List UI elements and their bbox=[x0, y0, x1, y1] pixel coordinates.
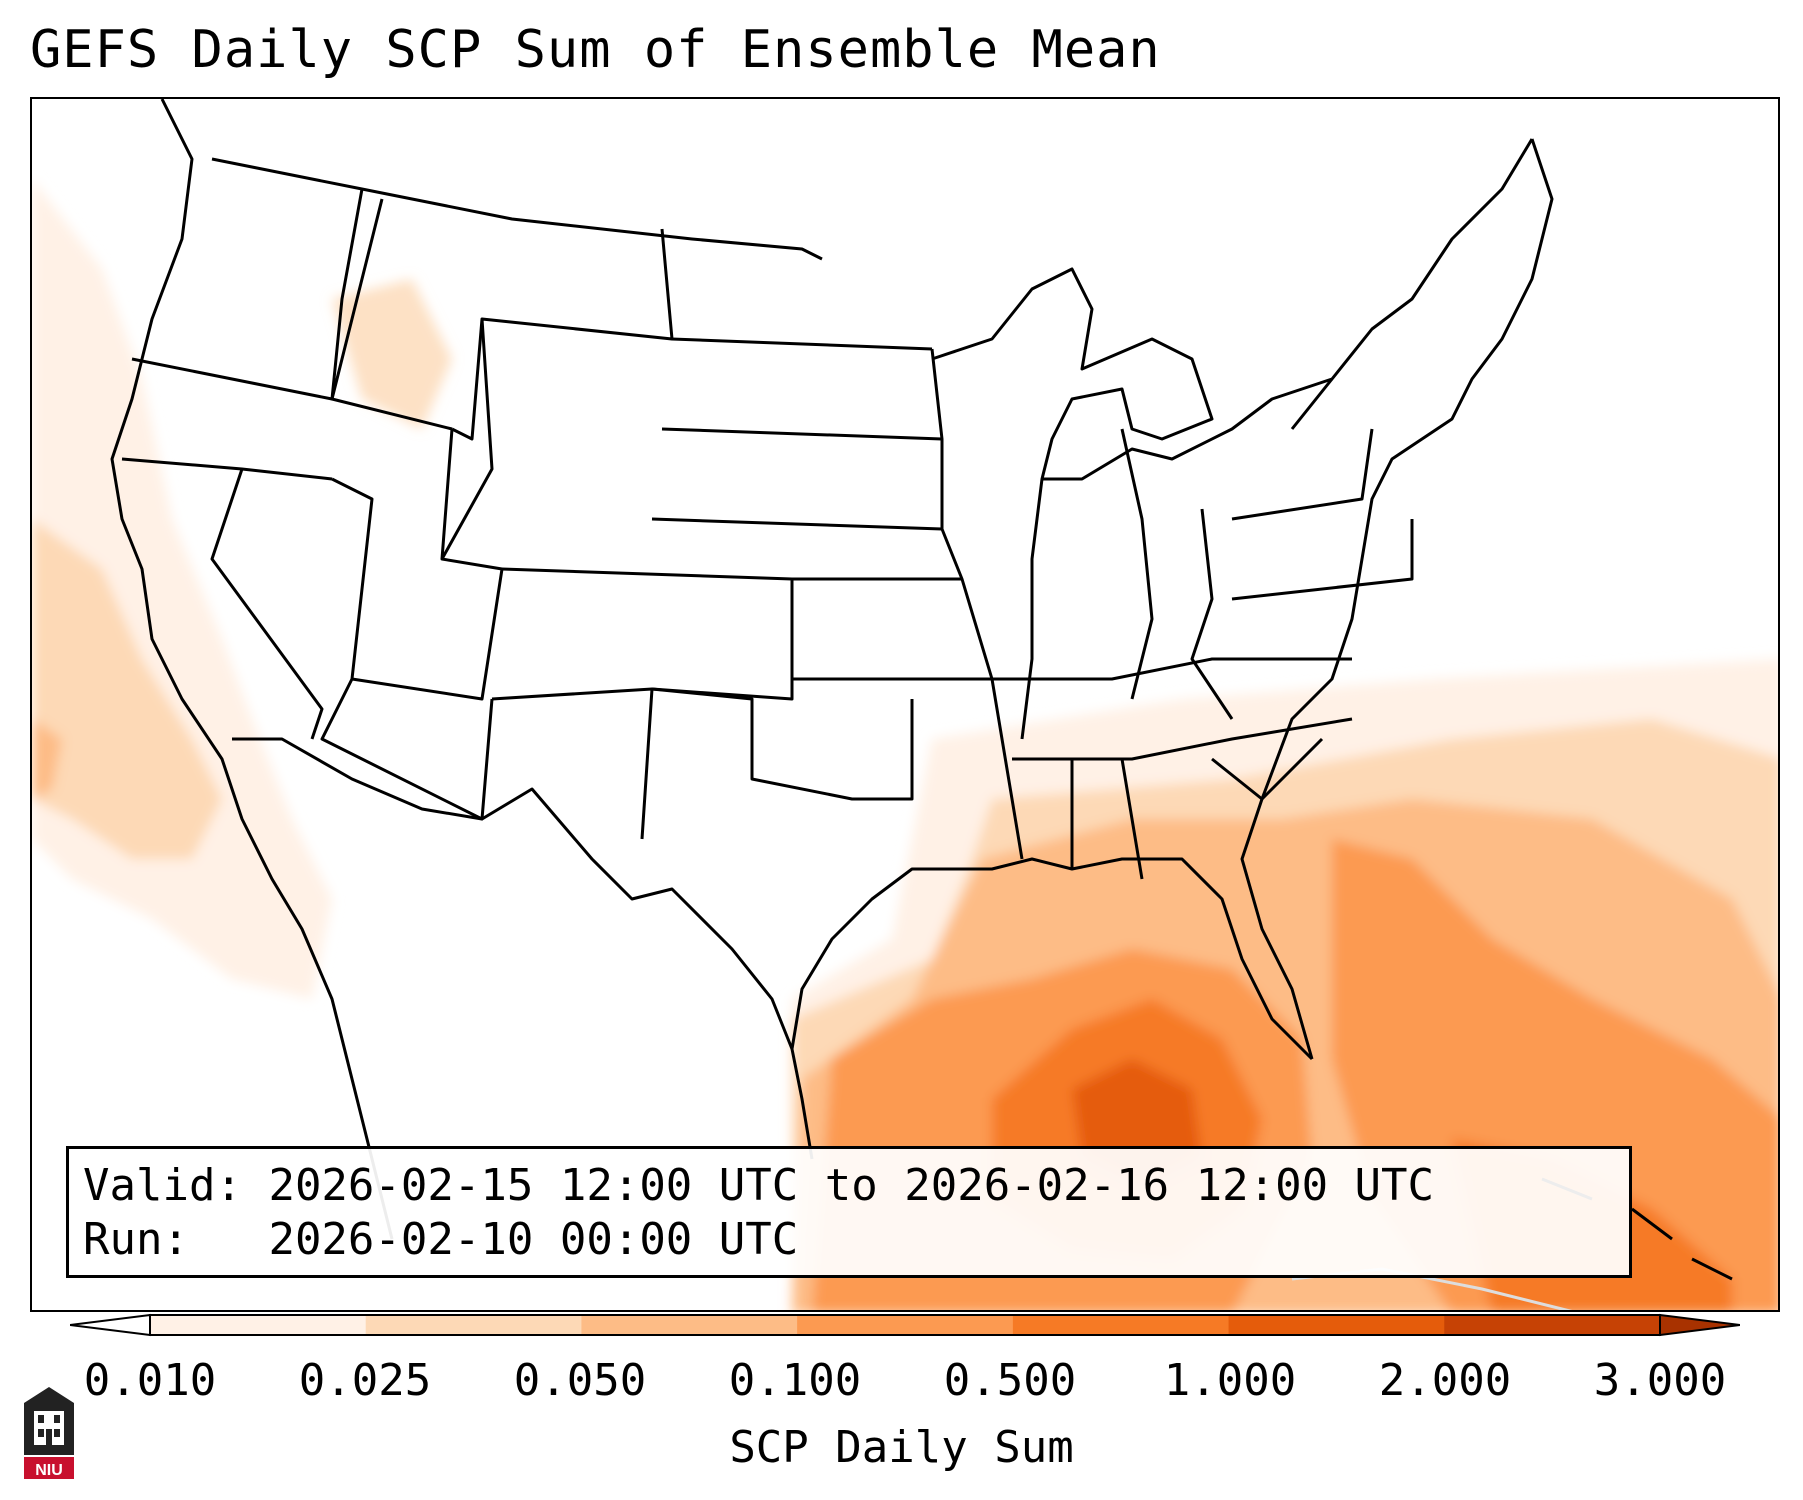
tick-label: 2.000 bbox=[1378, 1355, 1512, 1406]
tick-label: 0.100 bbox=[728, 1355, 862, 1406]
colorbar-extend-low bbox=[70, 1313, 151, 1337]
state-line-ut bbox=[331, 428, 504, 701]
colorbar-label: SCP Daily Sum bbox=[729, 1422, 1074, 1473]
state-boundaries bbox=[110, 99, 1554, 1240]
pacific-shading-mid bbox=[32, 519, 222, 859]
state-line-co-nm bbox=[491, 567, 794, 701]
west-coast-line bbox=[110, 99, 394, 1240]
state-line-southeast bbox=[992, 657, 1353, 880]
state-line-nv bbox=[210, 468, 324, 740]
state-line-wa-or bbox=[131, 198, 384, 401]
state-line-az-nm bbox=[320, 678, 654, 840]
colorbar-segment bbox=[365, 1315, 582, 1335]
colorbar-segment bbox=[581, 1315, 798, 1335]
run-label: Run: bbox=[83, 1214, 189, 1265]
colorbar-extend-high bbox=[1659, 1313, 1740, 1337]
state-line-mt-wy-dakotas bbox=[451, 228, 674, 441]
mexico-border bbox=[232, 737, 794, 1050]
state-line-nd-sd-ne-ks bbox=[651, 337, 992, 681]
gulf-coast bbox=[790, 857, 1314, 1160]
tick-label: 0.500 bbox=[943, 1355, 1077, 1406]
map-canvas bbox=[32, 99, 1778, 1310]
colorbar-outline bbox=[149, 1314, 1661, 1336]
state-line-midwest bbox=[1020, 428, 1234, 740]
colorbar-segment bbox=[1444, 1315, 1661, 1335]
northeast-coast bbox=[1240, 138, 1554, 1060]
niu-logo-icon: NIU bbox=[24, 1387, 74, 1479]
state-line-wy-ne bbox=[440, 318, 494, 560]
colorbar-segment bbox=[150, 1315, 367, 1335]
map-title: GEFS Daily SCP Sum of Ensemble Mean bbox=[30, 20, 1161, 80]
validity-box: Valid: 2026-02-15 12:00 UTC to 2026-02-1… bbox=[66, 1146, 1632, 1278]
canada-border bbox=[211, 157, 823, 261]
colorbar-ticks: 0.010 0.025 0.050 0.100 0.500 1.000 2.00… bbox=[0, 1355, 1803, 1415]
tick-label: 0.050 bbox=[513, 1355, 647, 1406]
state-line-ok-tx bbox=[651, 687, 914, 801]
tick-label: 0.025 bbox=[298, 1355, 432, 1406]
colorbar-segment bbox=[797, 1315, 1014, 1335]
pacific-shading-core bbox=[32, 719, 62, 799]
tick-label: 3.000 bbox=[1593, 1355, 1727, 1406]
great-lakes-outline bbox=[931, 138, 1534, 481]
interior-west-shading bbox=[332, 279, 452, 429]
valid-label: Valid: bbox=[83, 1160, 242, 1211]
colorbar bbox=[70, 1313, 1740, 1337]
valid-value: 2026-02-15 12:00 UTC to 2026-02-16 12:00… bbox=[268, 1160, 1435, 1211]
map-panel bbox=[30, 97, 1780, 1312]
tick-label: 1.000 bbox=[1163, 1355, 1297, 1406]
logo-text: NIU bbox=[35, 1462, 63, 1479]
state-line-id-mt bbox=[330, 188, 453, 431]
colorbar-segment bbox=[1228, 1315, 1445, 1335]
run-value: 2026-02-10 00:00 UTC bbox=[268, 1214, 799, 1265]
state-line-mid-columns bbox=[930, 348, 1024, 860]
tick-label: 0.010 bbox=[83, 1355, 217, 1406]
state-line-northeast bbox=[1231, 378, 1414, 601]
colorbar-segment bbox=[1012, 1315, 1230, 1335]
